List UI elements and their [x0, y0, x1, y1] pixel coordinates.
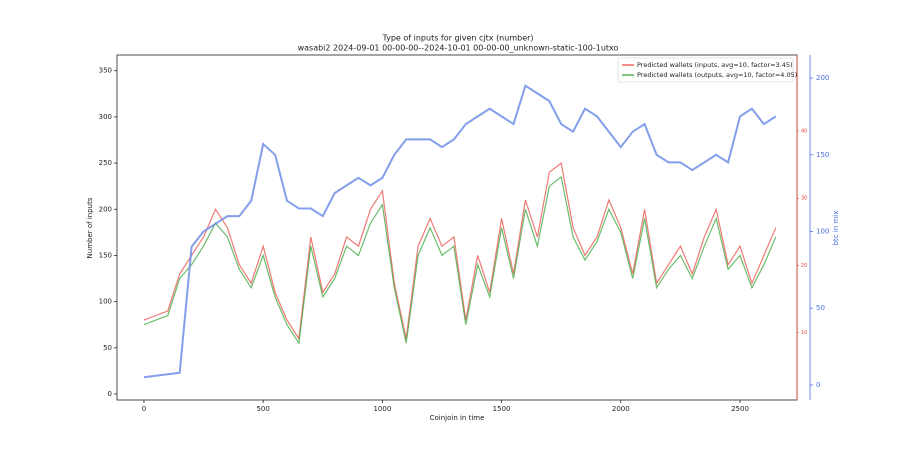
- y2-tick-label: 150: [816, 151, 829, 159]
- chart-subtitle: wasabi2 2024-09-01 00-00-00--2024-10-01 …: [298, 44, 619, 53]
- y2-tick-label: 200: [816, 74, 829, 82]
- y-tick-label: 200: [99, 205, 112, 213]
- y-tick-label: 250: [99, 159, 112, 167]
- y-axis-label: Number of inputs: [86, 197, 94, 258]
- legend-label: Predicted wallets (inputs, avg=10, facto…: [637, 61, 793, 69]
- series-line: [143, 162, 777, 341]
- series-line: [143, 84, 777, 379]
- y2-tick-label: 0: [816, 381, 820, 389]
- series-line: [143, 175, 777, 345]
- y2-tick-label: 100: [816, 227, 829, 235]
- y-tick-label: 50: [103, 344, 112, 352]
- y3-tick-label: 30: [801, 196, 807, 202]
- y2-tick-label: 50: [816, 304, 825, 312]
- y3-tick-label: 10: [801, 330, 807, 336]
- y-tick-label: 150: [99, 251, 112, 259]
- legend-label: Predicted wallets (outputs, avg=10, fact…: [637, 71, 797, 79]
- chart-title: Type of inputs for given cjtx (number): [381, 34, 533, 43]
- x-tick-label: 0: [142, 405, 146, 413]
- y-tick-label: 0: [108, 390, 112, 398]
- y-tick-label: 100: [99, 298, 112, 306]
- x-tick-label: 2000: [612, 405, 630, 413]
- x-tick-label: 1500: [493, 405, 511, 413]
- y-tick-label: 300: [99, 113, 112, 121]
- y-tick-label: 350: [99, 67, 112, 75]
- y3-tick-label: 40: [801, 128, 807, 134]
- y2-axis-label: btc in mix: [832, 211, 840, 246]
- x-tick-label: 2500: [731, 405, 749, 413]
- x-tick-label: 1000: [373, 405, 391, 413]
- x-axis-label: Coinjoin in time: [430, 414, 485, 422]
- legend-box: [617, 57, 794, 83]
- y3-tick-label: 20: [801, 263, 807, 269]
- x-tick-label: 500: [256, 405, 269, 413]
